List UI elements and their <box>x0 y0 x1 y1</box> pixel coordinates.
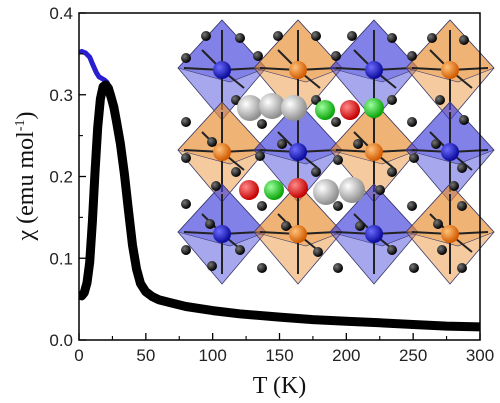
atom-black <box>459 35 469 45</box>
atom-black <box>181 117 191 127</box>
y-axis-title-close: ) <box>13 112 39 120</box>
atom-grey <box>339 177 365 203</box>
atom-grey <box>237 95 263 121</box>
octahedron-blue <box>329 183 419 285</box>
atom-black <box>333 201 343 211</box>
x-tick-label: 200 <box>332 346 360 365</box>
atom-black <box>407 117 417 127</box>
atom-black <box>409 153 419 163</box>
atom-black <box>355 221 365 231</box>
y-tick-label: 0.2 <box>49 168 73 187</box>
atom-red <box>340 100 360 120</box>
atom-black <box>311 31 321 41</box>
atom-black <box>207 261 217 271</box>
atom-black <box>387 95 397 105</box>
atom-grey <box>259 93 285 119</box>
y-axis: 0.0 0.1 0.2 0.3 0.4 <box>49 4 86 350</box>
atom-black <box>427 33 437 43</box>
octahedron-orange <box>253 183 343 285</box>
atom-black <box>257 201 267 211</box>
x-axis: 0 50 100 150 200 250 300 <box>74 333 494 365</box>
octahedron-orange <box>329 101 419 203</box>
atom-black <box>387 33 397 43</box>
atom-black <box>457 163 467 173</box>
octahedron-blue <box>329 19 419 121</box>
atom-black <box>181 199 191 209</box>
atom-black <box>449 181 459 191</box>
atom-black <box>235 245 245 255</box>
octahedron-orange <box>405 19 495 121</box>
atom-red <box>239 180 259 200</box>
atom-black <box>387 167 397 177</box>
atom-black <box>431 139 441 149</box>
data-series <box>79 48 480 332</box>
atom-black <box>211 181 221 191</box>
atom-black <box>387 245 397 255</box>
atom-green <box>364 98 384 118</box>
atom-black <box>253 51 263 61</box>
atom-black <box>333 263 343 273</box>
atom-black <box>331 117 341 127</box>
y-axis-title-main: χ (emu mol <box>13 131 39 242</box>
octahedron-blue <box>405 101 495 203</box>
atom-black <box>333 155 343 165</box>
atom-black <box>255 151 265 161</box>
atom-grey <box>313 179 339 205</box>
atom-black <box>201 31 211 41</box>
atom-black <box>331 51 341 61</box>
octahedron-blue <box>177 19 267 121</box>
octahedron-orange <box>253 19 343 121</box>
atom-black <box>347 31 357 41</box>
atom-green <box>315 100 335 120</box>
atom-red <box>288 178 308 198</box>
atom-green <box>264 180 284 200</box>
y-axis-title: χ (emu mol-1) <box>13 112 39 242</box>
atom-black <box>181 245 191 255</box>
y-tick-label: 0.4 <box>49 4 73 23</box>
atom-black <box>207 137 217 147</box>
atom-black <box>257 119 267 129</box>
y-tick-label: 0.1 <box>49 249 73 268</box>
y-axis-title-sup: -1 <box>13 120 28 132</box>
atom-black <box>205 219 215 229</box>
y-tick-label: 0.3 <box>49 86 73 105</box>
atom-black <box>235 33 245 43</box>
atom-black <box>181 153 191 163</box>
atom-black <box>409 263 419 273</box>
atom-black <box>231 167 241 177</box>
atom-black <box>375 185 385 195</box>
atom-black <box>437 245 447 255</box>
atom-black <box>407 201 417 211</box>
x-tick-label: 50 <box>136 346 155 365</box>
atom-black <box>281 221 291 231</box>
octahedron-orange <box>405 183 495 285</box>
atom-black <box>257 263 267 273</box>
atom-black <box>457 263 467 273</box>
x-tick-label: 0 <box>74 346 83 365</box>
series-black-line <box>79 80 480 332</box>
y-tick-label: 0.0 <box>49 331 73 350</box>
atom-black <box>459 115 469 125</box>
atom-black <box>407 51 417 61</box>
atom-black <box>353 139 363 149</box>
x-tick-label: 150 <box>265 346 293 365</box>
octahedron-blue <box>177 183 267 285</box>
atom-black <box>313 247 323 257</box>
x-axis-title: T (K) <box>253 373 307 399</box>
crystal-structure-inset <box>177 19 495 285</box>
atom-black <box>277 139 287 149</box>
atom-black <box>435 95 445 105</box>
atom-grey <box>281 95 307 121</box>
atom-black <box>181 53 191 63</box>
atom-black <box>273 31 283 41</box>
x-tick-label: 250 <box>399 346 427 365</box>
x-tick-label: 100 <box>198 346 226 365</box>
atom-black <box>433 219 443 229</box>
x-tick-label: 300 <box>466 346 494 365</box>
atom-black <box>311 167 321 177</box>
atom-black <box>457 201 467 211</box>
